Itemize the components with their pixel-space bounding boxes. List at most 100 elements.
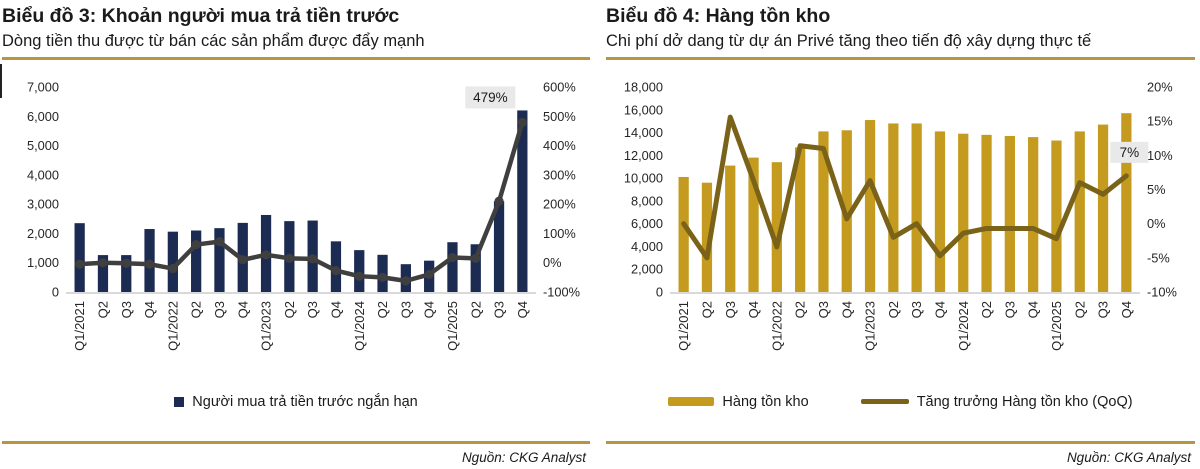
line-marker [517,117,527,127]
svg-text:7%: 7% [1120,145,1140,160]
svg-text:5%: 5% [1147,182,1166,197]
line-marker [191,239,201,249]
svg-text:Q1/2023: Q1/2023 [259,301,274,351]
line-marker [401,275,411,286]
svg-text:8,000: 8,000 [631,193,663,208]
svg-text:Q4: Q4 [1119,301,1134,318]
line-marker [98,257,108,267]
svg-text:Q1/2021: Q1/2021 [676,301,691,351]
bar [748,157,759,292]
line-marker [238,254,248,265]
svg-text:Q4: Q4 [142,301,157,318]
legend-bar-swatch-icon [174,396,185,407]
bar [701,182,713,292]
svg-text:14,000: 14,000 [624,125,663,140]
legend-line-swatch-icon [860,399,909,405]
line-marker [471,253,481,263]
legend-label: Hàng tồn kho [722,393,809,410]
bar [795,147,806,292]
bar [493,200,505,292]
svg-text:200%: 200% [543,196,576,211]
bar [214,227,225,292]
line-marker [214,236,225,246]
legend-item: Hàng tồn kho [668,393,809,410]
svg-text:Q2: Q2 [979,301,994,318]
svg-text:Q1/2023: Q1/2023 [863,301,878,351]
svg-text:Q2: Q2 [95,301,110,318]
bar [1051,140,1062,292]
svg-text:0%: 0% [543,255,562,270]
bar [981,134,992,292]
source-note: Nguồn: CKG Analyst [461,450,586,465]
bar [1074,131,1085,292]
svg-text:Q4: Q4 [422,301,437,318]
svg-text:6,000: 6,000 [27,108,59,123]
chart-title: Biểu đồ 3: Khoản người mua trả tiền trướ… [2,5,400,27]
bar [934,131,946,292]
line-marker [447,252,458,262]
line-marker [75,259,85,269]
svg-text:10%: 10% [1147,147,1173,162]
line-marker [377,272,388,282]
annotation-callout: 479% [465,86,516,109]
svg-text:2,000: 2,000 [631,261,663,276]
svg-text:Q4: Q4 [932,301,947,318]
x-axis-labels: Q1/2021 Q2 Q3 Q4 Q1/2022 Q2 Q3 Q4 Q1/2023 Q2 Q3 Q4 Q… [676,301,1134,351]
annotation-callout: 7% [1110,141,1149,163]
legend-label: Tăng trưởng Hàng tồn kho (QoQ) [916,393,1133,410]
legend-label: Người mua trả tiền trước ngắn hạn [192,393,418,410]
svg-text:4,000: 4,000 [631,239,663,254]
bar [958,133,969,292]
svg-text:0: 0 [52,284,59,299]
bar [1028,136,1039,292]
y-axis-left-labels: 0 2,000 4,000 6,000 8,000 10,000 12,000 14,000 1… [624,79,663,299]
line-marker [424,269,434,279]
svg-text:Q3: Q3 [398,301,413,318]
bar [97,254,109,292]
chart-legend: Hàng tồn kho Tăng trưởng Hàng tồn kho (Qo… [606,392,1195,412]
y-axis-right-labels: -10% -5% 0% 5% 10% 15% 20% [1147,79,1177,299]
line-marker [121,258,131,268]
chart-panel-advance-payments: Biểu đồ 3: Khoản người mua trả tiền trướ… [2,5,590,465]
bar [725,165,736,292]
line-marker [331,265,341,275]
svg-text:Q2: Q2 [282,301,297,318]
line-marker [144,259,155,269]
line-marker [308,253,318,264]
legend-item: Người mua trả tiền trước ngắn hạn [174,393,418,410]
svg-text:12,000: 12,000 [624,147,663,162]
chart-subtitle: Chi phí dở dang từ dự án Privé tăng theo… [606,31,1092,50]
svg-text:Q3: Q3 [305,301,320,318]
bar [1004,135,1015,292]
svg-text:-100%: -100% [543,284,580,299]
legend-bar-swatch-icon [668,397,715,407]
svg-text:Q2: Q2 [793,301,808,318]
bar [888,123,899,292]
svg-text:3,000: 3,000 [27,196,59,211]
bar [678,176,689,292]
bar [167,231,178,292]
svg-text:500%: 500% [543,108,576,123]
chart-title: Biểu đồ 4: Hàng tồn kho [606,5,831,27]
svg-text:Q4: Q4 [235,301,250,318]
bar [470,243,481,292]
bar [191,230,202,292]
svg-text:Q3: Q3 [909,301,924,318]
svg-text:479%: 479% [473,90,508,105]
chart-legend: Người mua trả tiền trước ngắn hạn [2,392,590,412]
svg-text:Q1/2022: Q1/2022 [165,301,180,351]
svg-text:18,000: 18,000 [624,79,663,94]
bar [517,110,528,292]
gold-divider-top [606,56,1195,60]
bar [818,131,829,292]
svg-text:Q3: Q3 [816,301,831,318]
svg-text:7,000: 7,000 [27,79,59,94]
svg-text:Q3: Q3 [212,301,227,318]
bar-series [678,112,1132,292]
svg-text:Q3: Q3 [723,301,738,318]
svg-text:Q1/2024: Q1/2024 [352,301,367,351]
svg-text:Q3: Q3 [119,301,134,318]
line-marker [168,263,178,273]
svg-text:Q2: Q2 [189,301,204,318]
